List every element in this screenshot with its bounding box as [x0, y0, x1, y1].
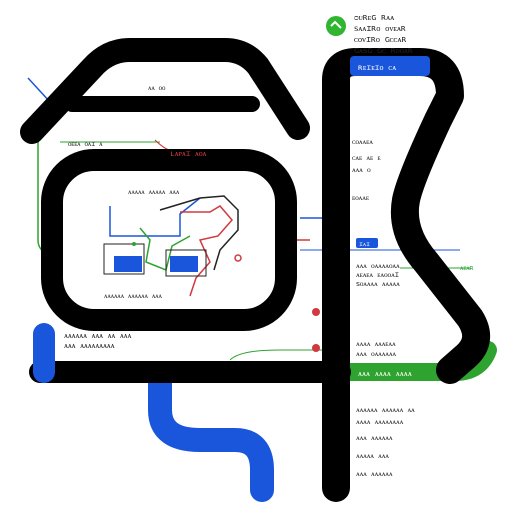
chip-blue-right: [356, 238, 378, 248]
label-green-bar: ᴀᴀᴀ ᴀᴀᴀᴀ ᴀᴀᴀᴀ: [358, 369, 413, 378]
label-right-b2: ᴀᴇᴀᴇᴀ ᴇᴀᴏᴏᴀɪ: [356, 270, 399, 279]
label-right-a3: ᴀᴀᴀ ᴏ: [352, 165, 371, 174]
inner-mini-map: [103, 195, 242, 297]
label-right-c1: ᴀᴀᴀᴀ ᴀᴀᴀᴇᴀᴀ: [356, 339, 396, 348]
label-right-a1: ᴄᴏᴀᴀᴇᴀ: [352, 137, 373, 146]
label-right-d1: ᴀᴀᴀᴀᴀᴀ ᴀᴀᴀᴀᴀᴀ ᴀᴀ: [356, 405, 415, 414]
mini-route-black: [159, 195, 239, 271]
mini-block-outline-1: [103, 243, 145, 275]
mini-block-outline-2: [165, 249, 207, 277]
label-right-d5: ᴀᴀᴀ ᴀᴀᴀᴀᴀᴀ: [356, 469, 393, 478]
label-center-title: ᴀᴀᴀᴀᴀ ᴀᴀᴀᴀᴀ ᴀᴀᴀ: [128, 188, 180, 196]
label-right-a2: ᴄᴀᴇ ᴀᴇ ᴇ: [352, 153, 381, 162]
label-top-right-1: ᴑᴜʀᴇɢ ʀᴀᴀ: [354, 13, 395, 23]
label-top-left-small: ᴀᴀ ᴏᴏ: [148, 84, 166, 92]
labels: ᴑᴜʀᴇɢ ʀᴀᴀ ꜱᴀᴀɪʀᴏ ᴏᴠᴇᴀʀ ᴄᴏᴠɪʀᴏ ɢᴄᴄᴀʀ ɢᴀꜱɢ…: [64, 13, 474, 478]
label-right-d4: ᴀᴀᴀᴀᴀ ᴀᴀᴀ: [356, 451, 389, 460]
label-top-right-3: ᴄᴏᴠɪʀᴏ ɢᴄᴄᴀʀ: [354, 35, 406, 45]
mini-block-blue-1: [114, 256, 142, 272]
label-red: ʟᴀᴘᴀɪ ᴀᴏᴀ: [170, 149, 208, 158]
label-right-a4: ᴇᴏᴀᴀᴇ: [352, 193, 369, 202]
black-arch-top: [20, 38, 310, 144]
blue-route-bottom: [148, 368, 274, 502]
mini-node-2: [132, 242, 136, 246]
blue-tab: [350, 56, 430, 76]
red-map-pin-icon: [312, 308, 320, 352]
label-top-right-2: ꜱᴀᴀɪʀᴏ ᴏᴠᴇᴀʀ: [354, 24, 406, 34]
label-blue-tab: ʀᴇɪᴇɪᴏ ᴄᴀ: [358, 63, 397, 72]
label-right-d2: ᴀᴀᴀᴀ ᴀᴀᴀᴀᴀᴀᴀᴀ: [356, 417, 404, 426]
label-right-d3: ᴀᴀᴀ ᴀᴀᴀᴀᴀᴀ: [356, 433, 393, 442]
label-center-bottom: ᴀᴀᴀᴀᴀᴀ ᴀᴀᴀᴀᴀᴀ ᴀᴀᴀ: [104, 292, 162, 300]
label-right-blue-chip: ɪᴀɪ: [359, 240, 370, 248]
label-left-mid-2: ᴀᴀᴀ ᴀᴀᴀᴀᴀᴀᴀᴀᴀ: [64, 341, 116, 350]
label-right-b1: ᴀᴀᴀ ᴏᴀᴀᴀᴀᴏᴀᴀ: [356, 261, 400, 270]
label-left-mid-1: ᴀᴀᴀᴀᴀᴀ ᴀᴀᴀ ᴀᴀ ᴀᴀᴀ: [64, 331, 133, 340]
green-circle-icon: [326, 16, 346, 36]
mini-block-blue-2: [170, 256, 198, 272]
label-right-green-small: ᴀᴇᴀʀ: [460, 264, 474, 272]
thin-blue-line-left: [27, 77, 51, 103]
label-right-b3: ꜱᴏᴀᴀᴀᴀ ᴀᴀᴀᴀᴀ: [356, 279, 400, 288]
mini-route-green: [139, 227, 191, 272]
mini-route-red: [180, 205, 233, 297]
label-mid-left-small: ᴏᴇᴇᴀ ᴏᴀɪ ᴀ: [68, 140, 103, 148]
black-frame-center: [41, 149, 297, 331]
mini-node-1: [234, 254, 242, 262]
label-top-right-4: ɢᴀꜱɢ ɢᴄ ʀᴏᴏᴀʀ: [354, 46, 413, 56]
label-right-c2: ᴀᴀᴀ ᴏᴀᴀᴀᴀᴀᴀ: [356, 349, 396, 358]
thin-green-line-mid: [229, 349, 330, 361]
mini-route-blue: [109, 197, 201, 237]
